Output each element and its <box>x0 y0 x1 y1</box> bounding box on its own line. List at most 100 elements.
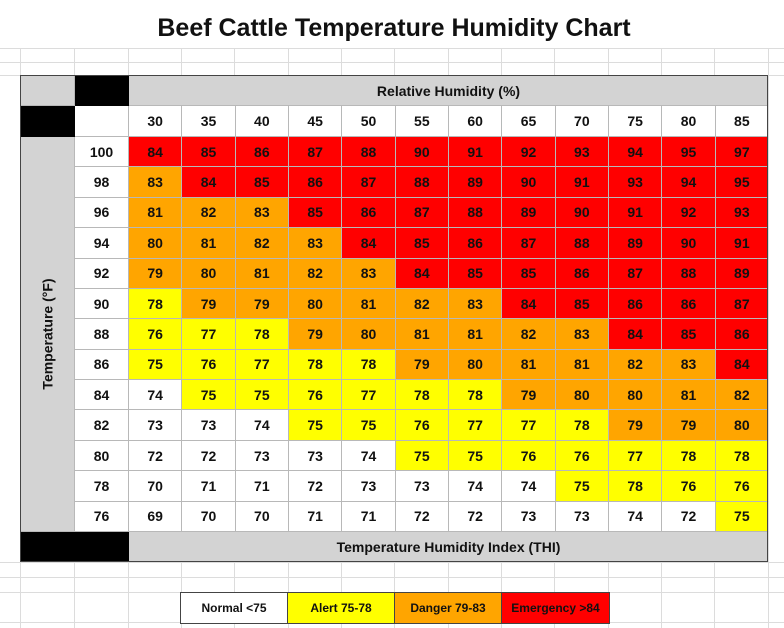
thi-cell: 81 <box>395 319 449 350</box>
temperature-tick: 94 <box>75 228 129 259</box>
thi-cell: 78 <box>395 380 449 411</box>
thi-cell: 94 <box>662 167 716 198</box>
thi-cell: 71 <box>235 471 289 502</box>
thi-cell: 86 <box>662 288 716 320</box>
thi-cell: 84 <box>182 167 236 198</box>
humidity-tick: 40 <box>235 106 289 137</box>
thi-cell: 85 <box>502 258 556 289</box>
thi-cell: 83 <box>555 319 609 350</box>
thi-cell: 79 <box>609 410 663 441</box>
thi-cell: 86 <box>715 319 767 350</box>
thi-cell: 85 <box>235 167 289 198</box>
thi-cell: 79 <box>235 288 289 320</box>
thi-cell: 79 <box>129 258 183 289</box>
bottom-black-block <box>21 532 129 561</box>
thi-cell: 80 <box>449 349 503 381</box>
thi-cell: 87 <box>342 167 396 198</box>
thi-cell: 76 <box>502 440 556 472</box>
thi-cell: 77 <box>342 380 396 411</box>
thi-cell: 70 <box>182 501 236 532</box>
thi-cell: 86 <box>342 197 396 229</box>
thi-cell: 80 <box>555 380 609 411</box>
thi-cell: 73 <box>502 501 556 532</box>
temperature-tick: 96 <box>75 197 129 229</box>
thi-cell: 86 <box>235 137 289 168</box>
thi-cell: 90 <box>502 167 556 198</box>
thi-cell: 75 <box>182 380 236 411</box>
thi-cell: 81 <box>235 258 289 289</box>
thi-cell: 80 <box>715 410 767 441</box>
thi-cell: 73 <box>395 471 449 502</box>
x-axis-label: Relative Humidity (%) <box>129 76 767 106</box>
thi-cell: 83 <box>289 228 343 259</box>
thi-cell: 82 <box>609 349 663 381</box>
temperature-tick: 86 <box>75 349 129 381</box>
corner-gray <box>21 76 75 106</box>
thi-cell: 78 <box>662 440 716 472</box>
thi-cell: 82 <box>289 258 343 289</box>
thi-cell: 73 <box>555 501 609 532</box>
thi-cell: 73 <box>235 440 289 472</box>
thi-cell: 89 <box>715 258 767 289</box>
thi-cell: 72 <box>289 471 343 502</box>
thi-cell: 87 <box>715 288 767 320</box>
thi-cell: 75 <box>715 501 767 532</box>
thi-cell: 77 <box>235 349 289 381</box>
thi-cell: 87 <box>289 137 343 168</box>
thi-cell: 72 <box>662 501 716 532</box>
temperature-tick: 98 <box>75 167 129 198</box>
thi-cell: 78 <box>235 319 289 350</box>
thi-cell: 82 <box>395 288 449 320</box>
thi-cell: 74 <box>609 501 663 532</box>
thi-cell: 79 <box>289 319 343 350</box>
thi-cell: 80 <box>342 319 396 350</box>
humidity-tick: 30 <box>129 106 183 137</box>
chart-title: Beef Cattle Temperature Humidity Chart <box>20 8 768 49</box>
thi-cell: 84 <box>129 137 183 168</box>
temperature-tick: 78 <box>75 471 129 502</box>
thi-cell: 75 <box>235 380 289 411</box>
thi-cell: 76 <box>715 471 767 502</box>
thi-cell: 72 <box>129 440 183 472</box>
thi-cell: 75 <box>395 440 449 472</box>
thi-cell: 87 <box>395 197 449 229</box>
temperature-tick: 82 <box>75 410 129 441</box>
thi-cell: 83 <box>129 167 183 198</box>
thi-cell: 90 <box>555 197 609 229</box>
legend: Normal <75 Alert 75-78 Danger 79-83 Emergen… <box>180 592 610 624</box>
thi-cell: 88 <box>662 258 716 289</box>
humidity-tick: 55 <box>395 106 449 137</box>
thi-cell: 92 <box>502 137 556 168</box>
thi-cell: 94 <box>609 137 663 168</box>
thi-cell: 87 <box>609 258 663 289</box>
corner-black-2 <box>21 106 75 137</box>
thi-cell: 85 <box>449 258 503 289</box>
thi-cell: 71 <box>342 501 396 532</box>
thi-cell: 85 <box>182 137 236 168</box>
thi-cell: 87 <box>502 228 556 259</box>
temperature-tick: 80 <box>75 440 129 472</box>
thi-cell: 95 <box>715 167 767 198</box>
thi-cell: 77 <box>182 319 236 350</box>
thi-table: Relative Humidity (%) 30 35 40 45 50 55 60 65 70 7… <box>20 75 768 562</box>
thi-cell: 82 <box>235 228 289 259</box>
thi-cell: 91 <box>609 197 663 229</box>
thi-cell: 78 <box>289 349 343 381</box>
thi-cell: 86 <box>555 258 609 289</box>
thi-cell: 78 <box>555 410 609 441</box>
thi-cell: 86 <box>609 288 663 320</box>
thi-cell: 76 <box>662 471 716 502</box>
thi-cell: 84 <box>395 258 449 289</box>
thi-cell: 72 <box>449 501 503 532</box>
thi-cell: 84 <box>342 228 396 259</box>
gridline-horizontal <box>0 577 784 578</box>
thi-cell: 73 <box>289 440 343 472</box>
thi-cell: 80 <box>182 258 236 289</box>
thi-cell: 92 <box>662 197 716 229</box>
legend-item-emergency: Emergency >84 <box>502 593 609 623</box>
thi-cell: 75 <box>449 440 503 472</box>
humidity-tick: 75 <box>609 106 663 137</box>
temperature-tick: 100 <box>75 137 129 168</box>
thi-cell: 85 <box>395 228 449 259</box>
